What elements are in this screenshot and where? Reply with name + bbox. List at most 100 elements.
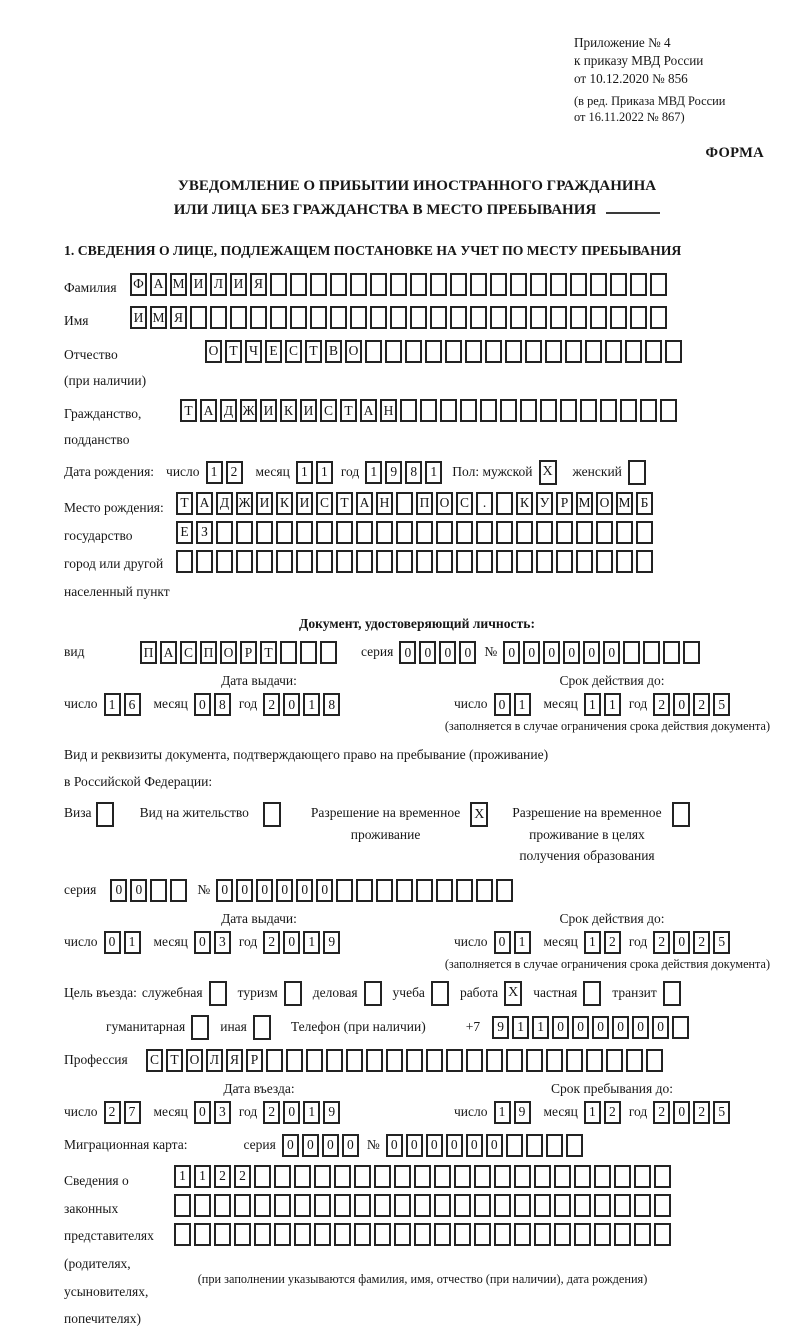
- sex-female-label: женский: [572, 464, 622, 480]
- visa-label: Виза: [64, 805, 92, 821]
- purpose-study-checkbox[interactable]: [430, 980, 449, 1006]
- purpose-line1: Цель въезда: служебная туризм деловая уч…: [64, 980, 770, 1006]
- form-title-line2: ИЛИ ЛИЦА БЕЗ ГРАЖДАНСТВА В МЕСТО ПРЕБЫВА…: [64, 199, 770, 222]
- purpose-other-label: иная: [220, 1019, 247, 1035]
- revision-line: от 16.11.2022 № 867): [574, 110, 685, 125]
- representatives-note: (при заполнении указываются фамилия, имя…: [197, 1271, 648, 1286]
- day-label: число: [64, 934, 98, 950]
- birth-year-label: год: [340, 464, 360, 480]
- day-label: число: [64, 696, 98, 712]
- migcard-label: Миграционная карта:: [64, 1137, 188, 1153]
- month-label: месяц: [543, 1104, 578, 1120]
- visa-checkbox[interactable]: [95, 802, 114, 828]
- staydoc-expiry-header: Срок действия до:: [559, 910, 665, 926]
- form-title: УВЕДОМЛЕНИЕ О ПРИБЫТИИ ИНОСТРАННОГО ГРАЖ…: [64, 175, 770, 222]
- representatives-row3-field[interactable]: [174, 1222, 671, 1246]
- purpose-line2: гуманитарная иная Телефон (при наличии) …: [106, 1014, 770, 1040]
- birth-day-label: число: [166, 464, 200, 480]
- day-label: число: [454, 1104, 488, 1120]
- purpose-private-checkbox[interactable]: [583, 980, 602, 1006]
- year-label: год: [238, 696, 258, 712]
- month-label: месяц: [543, 934, 578, 950]
- iddoc-series-label: серия: [361, 644, 394, 660]
- rvp-checkbox[interactable]: X: [470, 802, 489, 828]
- profession-label: Профессия: [64, 1052, 128, 1068]
- birthplace-row3-field[interactable]: [176, 549, 653, 573]
- rvp-education-checkbox[interactable]: [671, 802, 690, 828]
- iddoc-expiry-note: (заполняется в случае ограничения срока …: [444, 719, 770, 734]
- year-label: год: [628, 696, 648, 712]
- phone-prefix: +7: [465, 1019, 481, 1035]
- birthdate-label: Дата рождения:: [64, 464, 155, 480]
- purpose-transit-checkbox[interactable]: [662, 980, 681, 1006]
- purpose-work-checkbox[interactable]: X: [504, 980, 523, 1006]
- birthplace-label: Место рождения: государство город или др…: [64, 499, 170, 600]
- purpose-official-checkbox[interactable]: [208, 980, 227, 1006]
- form-title-line1: УВЕДОМЛЕНИЕ О ПРИБЫТИИ ИНОСТРАННОГО ГРАЖ…: [177, 178, 657, 195]
- form-word: ФОРМА: [705, 145, 764, 162]
- purpose-official-label: служебная: [141, 985, 203, 1001]
- migcard-number-label: №: [366, 1137, 380, 1153]
- iddoc-issue-header: Дата выдачи:: [221, 673, 297, 689]
- day-label: число: [454, 934, 488, 950]
- iddoc-number-label: №: [484, 644, 498, 660]
- residence-permit-checkbox[interactable]: [262, 802, 281, 828]
- purpose-business-checkbox[interactable]: [363, 980, 382, 1006]
- sex-female-checkbox[interactable]: [627, 459, 646, 485]
- stay-until-header: Срок пребывания до:: [551, 1080, 673, 1096]
- firstname-label: Имя: [64, 313, 89, 329]
- month-label: месяц: [153, 1104, 188, 1120]
- sex-male-checkbox[interactable]: X: [538, 459, 557, 485]
- purpose-tourism-checkbox[interactable]: [283, 980, 302, 1006]
- staydoc-text: Вид и реквизиты документа, подтверждающе…: [64, 747, 549, 789]
- representatives-row2-field[interactable]: [174, 1193, 671, 1217]
- entry-date-header: Дата въезда:: [223, 1080, 295, 1096]
- staydoc-number-label: №: [197, 882, 211, 898]
- purpose-humanitarian-checkbox[interactable]: [191, 1014, 210, 1040]
- year-label: год: [238, 934, 258, 950]
- migcard-series-label: серия: [243, 1137, 276, 1153]
- purpose-other-checkbox[interactable]: [252, 1014, 271, 1040]
